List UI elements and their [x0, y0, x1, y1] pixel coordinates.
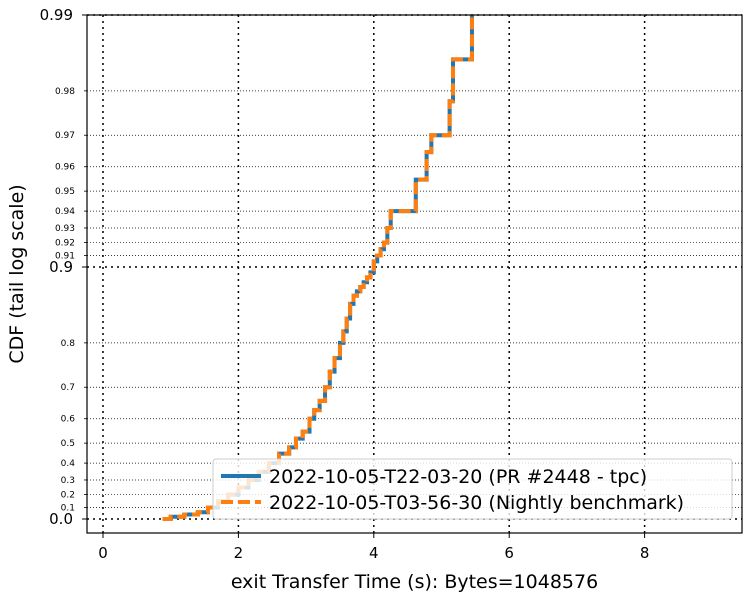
- legend-label-series-2: 2022-10-05-T03-56-30 (Nightly benchmark): [269, 492, 684, 514]
- y-minor-tick-label: 0.94: [55, 207, 75, 217]
- y-minor-tick-label: 0.98: [55, 87, 75, 97]
- y-minor-tick-label: 0.95: [55, 187, 75, 197]
- y-minor-tick-label: 0.91: [55, 251, 75, 261]
- y-minor-tick-label: 0.3: [61, 476, 75, 486]
- x-tick-label: 6: [504, 544, 514, 562]
- legend-label-series-1: 2022-10-05-T22-03-20 (PR #2448 - tpc): [269, 466, 647, 488]
- legend-box: [212, 458, 733, 520]
- x-tick-label: 4: [369, 544, 379, 562]
- y-minor-tick-label: 0.5: [61, 439, 75, 449]
- y-major-tick-label: 0.99: [40, 6, 73, 24]
- x-tick-label: 2: [234, 544, 244, 562]
- y-axis-label: CDF (tail log scale): [6, 184, 28, 363]
- y-minor-tick-label: 0.7: [61, 383, 75, 393]
- y-major-tick-label: 0.9: [49, 258, 73, 276]
- y-minor-tick-label: 0.1: [61, 503, 75, 513]
- y-minor-tick-label: 0.92: [55, 239, 75, 249]
- y-minor-tick-label: 0.2: [61, 491, 75, 501]
- y-minor-tick-label: 0.93: [55, 224, 75, 234]
- grid: [87, 14, 742, 533]
- x-tick-label: 0: [98, 544, 108, 562]
- y-minor-tick-label: 0.97: [55, 131, 75, 141]
- y-minor-tick-label: 0.6: [61, 415, 76, 425]
- plot-frame: [86, 14, 743, 534]
- legend: 2022-10-05-T22-03-20 (PR #2448 - tpc) 20…: [212, 458, 733, 520]
- x-tick-label: 8: [640, 544, 650, 562]
- y-minor-tick-label: 0.96: [55, 163, 75, 173]
- y-minor-tick-label: 0.4: [61, 459, 76, 469]
- y-minor-tick-label: 0.8: [61, 339, 76, 349]
- y-major-tick-label: 0.0: [49, 510, 73, 528]
- axis-ticks: 0 2 4 6 8 0.1 0.2 0.3 0.4 0.5 0.6 0.7 0.8 0.91 0.92 0.9…: [40, 6, 650, 562]
- x-axis-label: exit Transfer Time (s): Bytes=1048576: [231, 571, 598, 593]
